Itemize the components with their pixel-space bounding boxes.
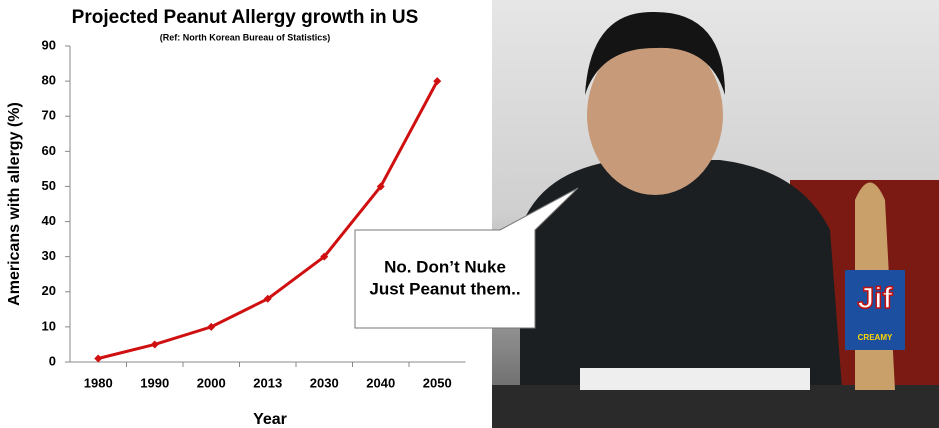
person-hair: [585, 11, 725, 95]
y-tick-label: 30: [42, 248, 56, 263]
chart-subtitle: (Ref: North Korean Bureau of Statistics): [160, 32, 331, 42]
bubble-line: Just Peanut them..: [369, 279, 520, 298]
data-point: [263, 294, 272, 303]
photo: Jif CREAMY: [492, 0, 939, 428]
jar-label: Jif: [857, 282, 893, 315]
papers: [580, 368, 810, 390]
x-axis-title: Year: [253, 411, 287, 428]
data-point: [94, 354, 103, 363]
jar-sublabel: CREAMY: [858, 333, 893, 342]
data-point: [150, 340, 159, 349]
x-tick-label: 2000: [197, 375, 226, 390]
x-tick-label: 1990: [140, 375, 169, 390]
data-point: [433, 77, 442, 86]
y-tick-label: 40: [42, 213, 56, 228]
person-body: [520, 160, 845, 428]
bubble-line: No. Don’t Nuke: [384, 257, 506, 276]
data-point: [207, 322, 216, 331]
data-point: [376, 182, 385, 191]
desk: [492, 385, 939, 428]
y-tick-label: 80: [42, 73, 56, 88]
y-tick-label: 0: [49, 353, 56, 368]
x-tick-label: 2050: [423, 375, 452, 390]
x-tick-label: 1980: [84, 375, 113, 390]
y-tick-label: 50: [42, 178, 56, 193]
jar-label-band: [845, 270, 905, 350]
chart: Projected Peanut Allergy growth in US (R…: [6, 7, 466, 428]
y-tick-label: 10: [42, 318, 56, 333]
y-tick-label: 70: [42, 108, 56, 123]
x-tick-label: 2030: [310, 375, 339, 390]
chart-title: Projected Peanut Allergy growth in US: [72, 7, 419, 28]
y-tick-label: 20: [42, 283, 56, 298]
x-tick-label: 2040: [366, 375, 395, 390]
data-point: [320, 252, 329, 261]
person-face: [587, 35, 723, 195]
y-axis-title: Americans with allergy (%): [6, 102, 23, 306]
y-tick-label: 90: [42, 37, 56, 52]
y-tick-label: 60: [42, 143, 56, 158]
bubble-shape: [354, 187, 579, 329]
speech-bubble: No. Don’t Nuke Just Peanut them..: [354, 187, 579, 329]
x-tick-label: 2013: [253, 375, 282, 390]
